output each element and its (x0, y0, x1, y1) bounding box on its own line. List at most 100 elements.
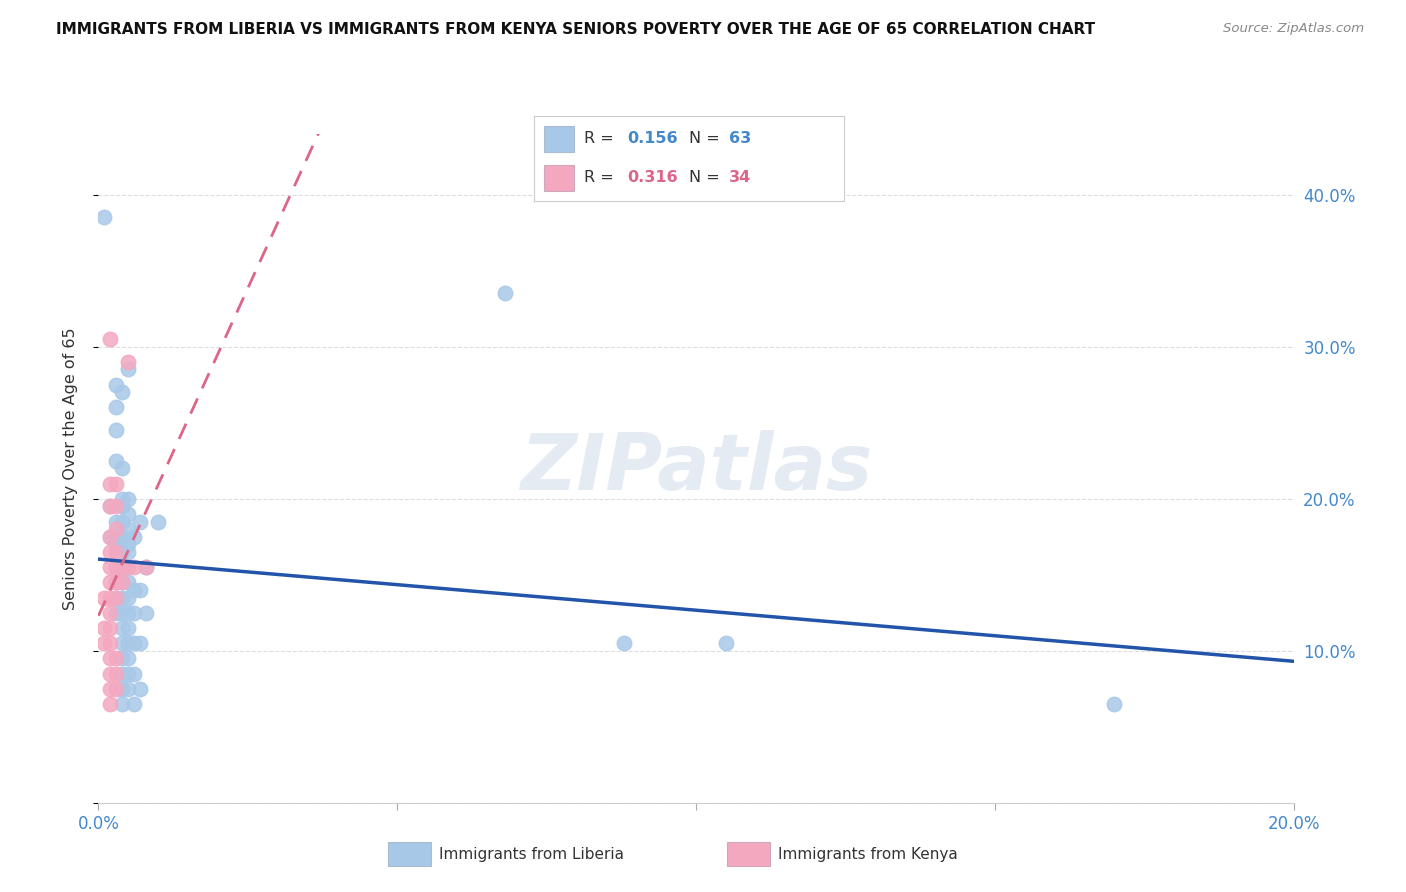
Point (100, 591, 122, 605)
Point (105, 500, 128, 514)
Point (124, 697, 146, 711)
Point (117, 537, 139, 551)
Point (105, 377, 128, 392)
Point (111, 666, 134, 681)
Point (105, 401, 128, 415)
Point (105, 575, 128, 590)
Point (100, 575, 122, 590)
Point (124, 666, 146, 681)
Point (111, 560, 134, 574)
Point (100, 681, 122, 696)
Point (111, 545, 134, 559)
Point (105, 591, 128, 605)
Text: 0.156: 0.156 (627, 131, 678, 146)
Point (111, 606, 134, 620)
Point (129, 515, 152, 529)
Text: 34: 34 (730, 170, 751, 186)
Point (135, 560, 157, 574)
Point (117, 606, 139, 620)
Text: Immigrants from Liberia: Immigrants from Liberia (439, 847, 624, 862)
Point (148, 515, 170, 529)
Point (100, 636, 122, 650)
Point (105, 522, 128, 536)
Point (117, 362, 139, 376)
Point (100, 530, 122, 544)
Point (100, 530, 122, 544)
Point (111, 500, 134, 514)
Point (129, 636, 152, 650)
Point (129, 582, 152, 597)
Point (100, 651, 122, 665)
Point (105, 651, 128, 665)
Bar (544, 165, 575, 191)
Point (100, 621, 122, 635)
Point (105, 476, 128, 491)
Point (105, 530, 128, 544)
Point (111, 697, 134, 711)
Point (100, 545, 122, 559)
Point (105, 666, 128, 681)
Point (117, 560, 139, 574)
Point (100, 500, 122, 514)
Point (117, 522, 139, 536)
Point (105, 681, 128, 696)
Point (105, 591, 128, 605)
Point (111, 621, 134, 635)
Point (117, 560, 139, 574)
Point (100, 500, 122, 514)
Point (124, 582, 146, 597)
Point (105, 453, 128, 467)
Y-axis label: Seniors Poverty Over the Age of 65: Seniors Poverty Over the Age of 65 (63, 327, 77, 609)
Text: 0.316: 0.316 (627, 170, 678, 186)
Point (124, 606, 146, 620)
Bar (544, 126, 575, 152)
Point (105, 575, 128, 590)
Point (105, 606, 128, 620)
Point (1104, 697, 1126, 711)
Point (100, 476, 122, 491)
Point (117, 591, 139, 605)
Point (117, 621, 139, 635)
Point (111, 530, 134, 544)
Point (111, 461, 134, 475)
Point (100, 697, 122, 711)
Point (714, 636, 737, 650)
Bar (388, 842, 432, 866)
Point (100, 560, 122, 574)
Text: N =: N = (689, 170, 725, 186)
Point (124, 560, 146, 574)
Point (111, 491, 134, 506)
Point (494, 286, 516, 301)
Point (105, 537, 128, 551)
Point (111, 636, 134, 650)
Point (105, 560, 128, 574)
Point (111, 591, 134, 605)
Point (117, 545, 139, 559)
Point (117, 651, 139, 665)
Point (100, 332, 122, 346)
Point (135, 606, 157, 620)
Point (105, 545, 128, 559)
Text: 63: 63 (730, 131, 751, 146)
Point (111, 575, 134, 590)
Text: N =: N = (689, 131, 725, 146)
Point (117, 681, 139, 696)
Point (117, 575, 139, 590)
Point (111, 385, 134, 400)
Point (117, 355, 139, 369)
Point (93, 636, 115, 650)
Point (117, 666, 139, 681)
Point (100, 666, 122, 681)
Point (105, 423, 128, 437)
Point (105, 560, 128, 574)
Point (117, 491, 139, 506)
Text: ZIPatlas: ZIPatlas (520, 430, 872, 507)
Text: IMMIGRANTS FROM LIBERIA VS IMMIGRANTS FROM KENYA SENIORS POVERTY OVER THE AGE OF: IMMIGRANTS FROM LIBERIA VS IMMIGRANTS FR… (56, 22, 1095, 37)
Point (129, 681, 152, 696)
Bar (727, 842, 770, 866)
Point (124, 530, 146, 544)
Point (111, 651, 134, 665)
Text: R =: R = (583, 131, 619, 146)
Point (117, 636, 139, 650)
Point (93, 621, 115, 635)
